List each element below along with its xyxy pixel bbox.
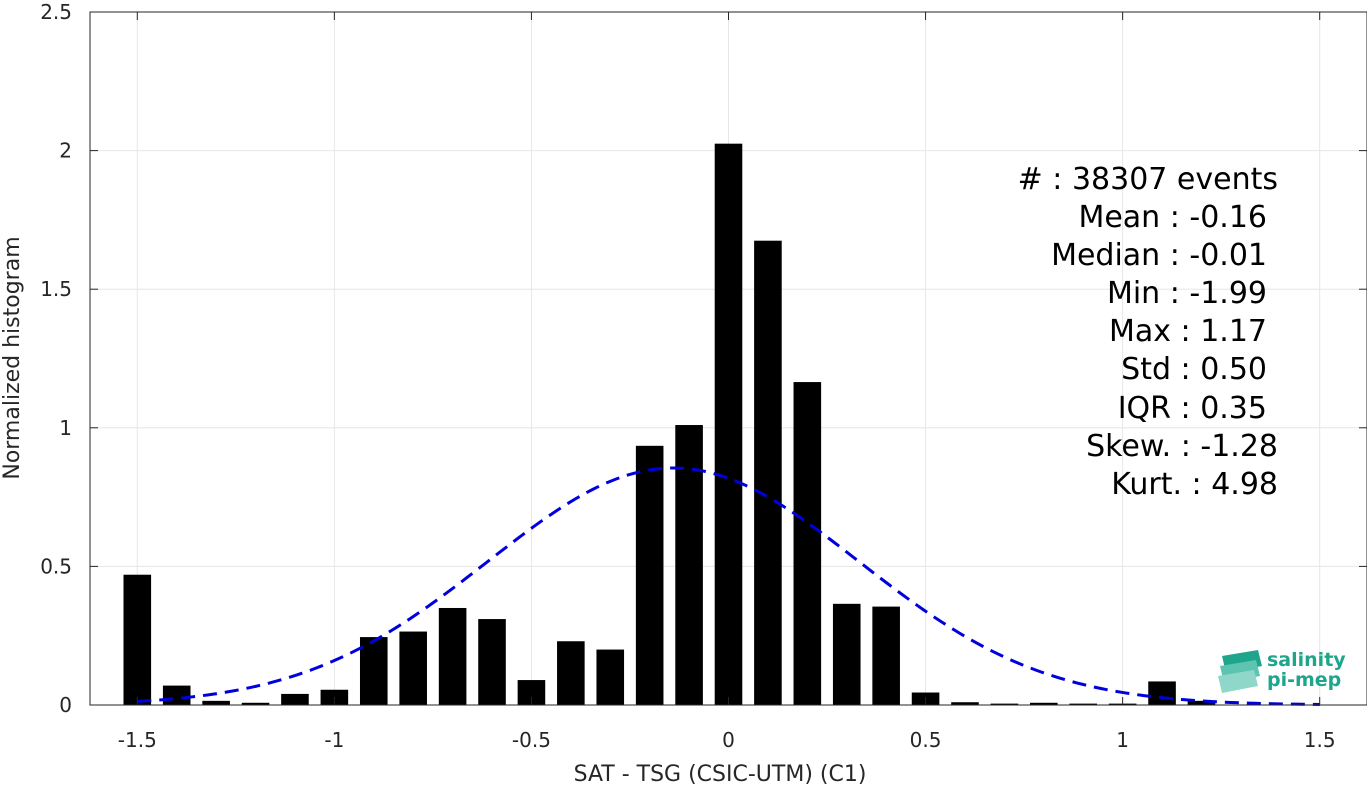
histogram-bar	[793, 382, 822, 705]
histogram-bar	[1148, 681, 1176, 705]
logo-line2: pi-mep	[1267, 669, 1341, 691]
y-tick-label: 2.5	[40, 0, 72, 24]
normal-fit-curve	[137, 466, 1320, 706]
y-tick-label: 0	[59, 693, 72, 717]
histogram-bar	[951, 702, 979, 705]
histogram-bar	[754, 240, 782, 705]
histogram-bar	[202, 700, 230, 705]
x-tick-label: -0.5	[512, 728, 551, 752]
x-tick-label: 0	[722, 728, 735, 752]
histogram-bar	[1069, 703, 1098, 705]
salinity-pi-mep-logo: salinity pi-mep	[1218, 649, 1346, 693]
histogram-bar	[359, 637, 388, 705]
histogram-bar	[557, 641, 585, 705]
stat-kurt: Kurt. : 4.98	[1111, 467, 1278, 502]
histogram-bar	[990, 703, 1019, 705]
wave-logo-icon	[1218, 650, 1262, 693]
histogram-bar	[241, 702, 270, 705]
x-axis-label: SAT - TSG (CSIC-UTM) (C1)	[574, 762, 867, 785]
histogram-bar	[1030, 702, 1058, 705]
stat-skew: Skew. : -1.28	[1086, 429, 1278, 464]
histogram-bar	[714, 143, 743, 706]
y-tick-label: 0.5	[40, 554, 72, 578]
tick-marks	[90, 11, 1367, 706]
histogram-bar	[872, 606, 900, 705]
y-tick-label: 2	[59, 139, 72, 163]
histogram-bar	[281, 693, 309, 705]
histogram-bar	[162, 685, 191, 705]
x-tick-label: 0.5	[910, 728, 942, 752]
stat-mean: Mean : -0.16	[1078, 200, 1267, 235]
histogram-bar	[596, 649, 625, 705]
x-tick-label: -1	[324, 728, 344, 752]
histogram-bar	[832, 603, 861, 705]
y-axis-label: Normalized histogram	[0, 236, 25, 479]
x-tick-label: 1.5	[1304, 728, 1336, 752]
y-tick-labels: 0 0.5 1 1.5 2 2.5	[40, 0, 72, 717]
x-tick-label: -1.5	[118, 728, 157, 752]
y-tick-label: 1.5	[40, 277, 72, 301]
histogram-bar	[123, 574, 152, 705]
histogram-bar	[478, 619, 506, 705]
stats-box: # : 38307 events Mean : -0.16 Median : -…	[1018, 162, 1278, 502]
histogram-bar	[675, 425, 703, 705]
histogram-bar	[1187, 700, 1216, 705]
stat-iqr: IQR : 0.35	[1118, 391, 1267, 426]
stat-max: Max : 1.17	[1109, 314, 1267, 349]
x-tick-label: 1	[1116, 728, 1129, 752]
stat-min: Min : -1.99	[1107, 276, 1267, 311]
histogram-bar	[399, 631, 427, 705]
histogram-bar	[635, 445, 664, 705]
stat-count: # : 38307 events	[1018, 162, 1278, 197]
y-tick-label: 1	[59, 416, 72, 440]
histogram-bar	[438, 607, 467, 705]
histogram-bars	[123, 143, 1216, 706]
x-tick-labels: -1.5 -1 -0.5 0 0.5 1 1.5	[118, 728, 1336, 752]
stat-median: Median : -0.01	[1051, 238, 1267, 273]
logo-line1: salinity	[1267, 649, 1346, 671]
stat-std: Std : 0.50	[1121, 352, 1267, 387]
